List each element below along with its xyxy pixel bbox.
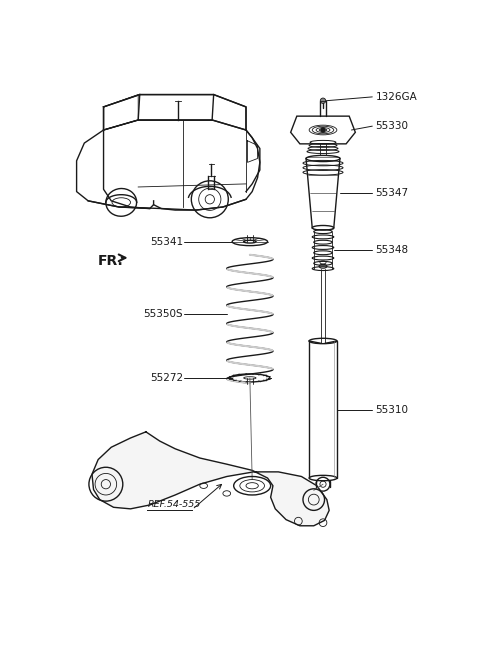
Text: 55341: 55341	[150, 237, 183, 247]
Text: FR.: FR.	[98, 254, 124, 268]
Text: 55348: 55348	[375, 245, 408, 255]
Text: 1326GA: 1326GA	[375, 92, 417, 102]
Text: REF.54-555: REF.54-555	[147, 501, 201, 509]
Text: 55330: 55330	[375, 121, 408, 131]
Polygon shape	[92, 432, 329, 526]
Text: 55272: 55272	[150, 373, 183, 383]
Text: 55347: 55347	[375, 188, 408, 198]
Text: 55310: 55310	[375, 404, 408, 415]
Text: 55350S: 55350S	[143, 309, 183, 320]
Circle shape	[320, 98, 326, 104]
Circle shape	[321, 127, 325, 132]
